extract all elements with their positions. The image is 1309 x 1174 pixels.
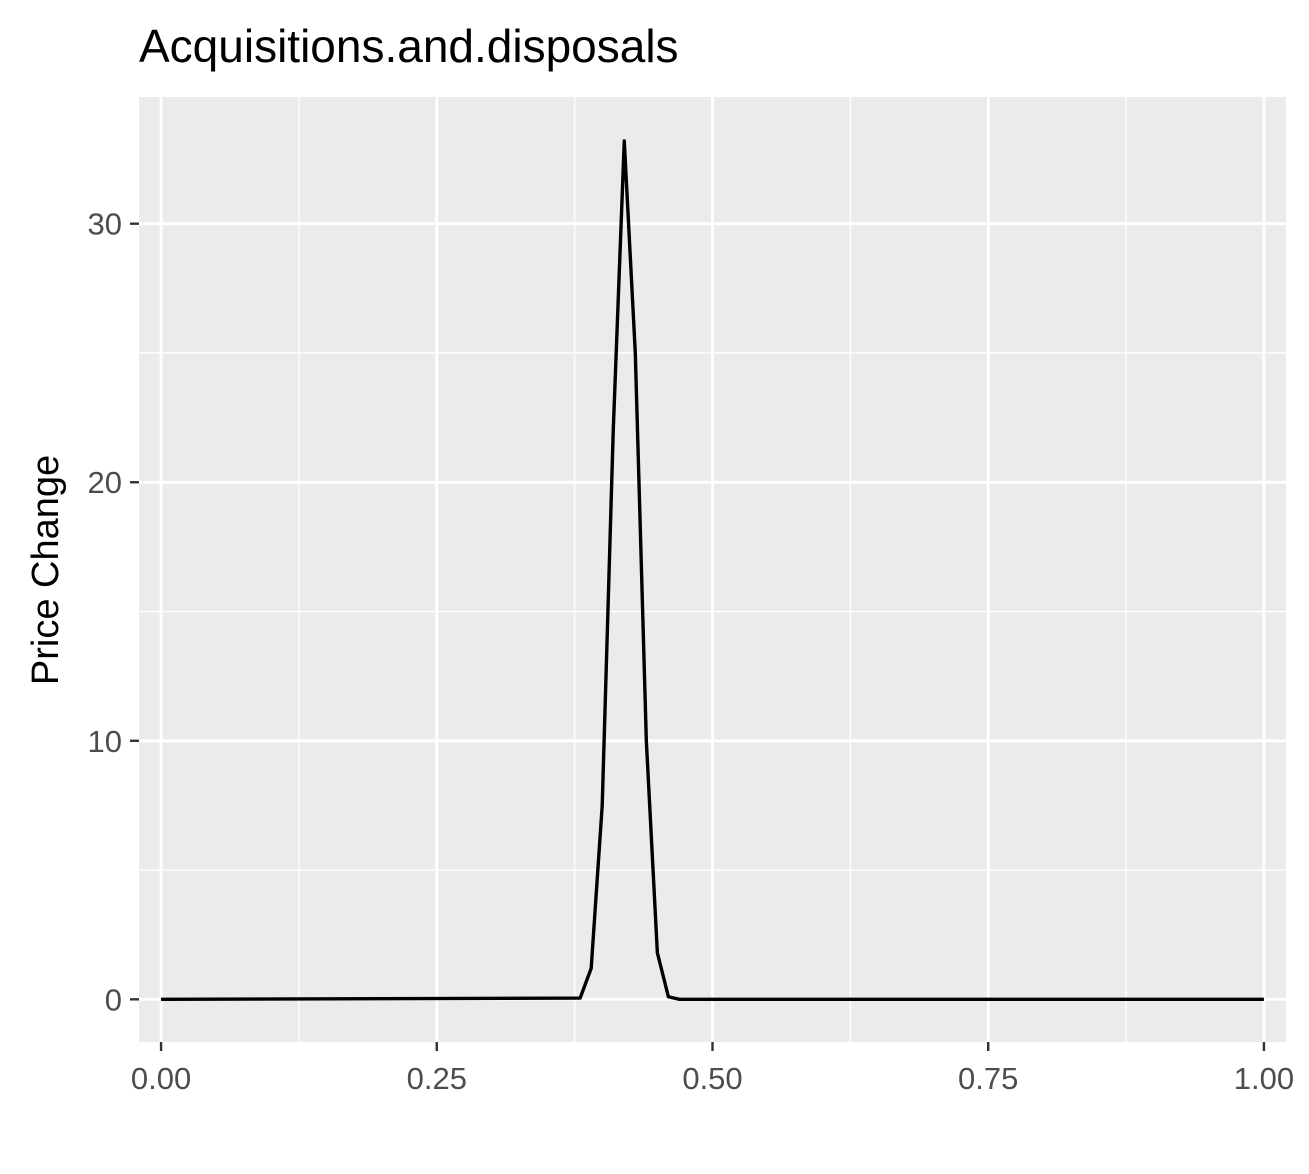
- major-gridlines: [139, 97, 1286, 1042]
- y-axis-label: Price Change: [25, 455, 67, 685]
- y-tick-label: 30: [88, 207, 122, 242]
- y-axis: 0 10 20 30: [88, 207, 139, 1017]
- x-tick-label: 0.50: [682, 1061, 742, 1096]
- y-tick-label: 10: [88, 724, 122, 759]
- series-layer: [161, 139, 1264, 1002]
- x-tick-label: 0.25: [407, 1061, 467, 1096]
- y-tick-label: 20: [88, 465, 122, 500]
- series-line: [161, 139, 1264, 1002]
- x-tick-label: 0.00: [131, 1061, 191, 1096]
- x-tick-label: 1.00: [1234, 1061, 1294, 1096]
- x-tick-label: 0.75: [958, 1061, 1018, 1096]
- y-tick-label: 0: [105, 982, 122, 1017]
- chart-title: Acquisitions.and.disposals: [139, 20, 679, 72]
- x-axis: 0.00 0.25 0.50 0.75 1.00: [131, 1042, 1294, 1096]
